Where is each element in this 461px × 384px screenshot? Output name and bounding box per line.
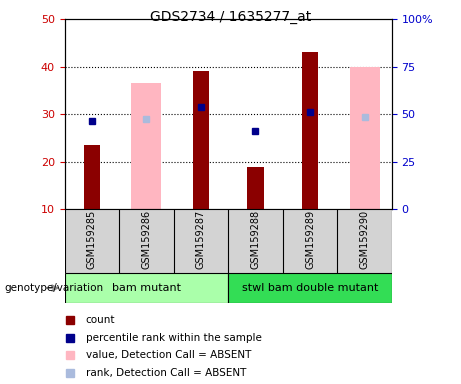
Bar [65, 273, 228, 303]
Text: GSM159287: GSM159287 [196, 210, 206, 269]
Bar [83, 145, 100, 209]
Bar [349, 67, 379, 209]
Text: value, Detection Call = ABSENT: value, Detection Call = ABSENT [86, 350, 251, 360]
Text: GSM159289: GSM159289 [305, 210, 315, 269]
Text: GSM159286: GSM159286 [142, 210, 151, 269]
Bar [302, 53, 318, 209]
Text: GSM159290: GSM159290 [360, 210, 370, 269]
Text: bam mutant: bam mutant [112, 283, 181, 293]
Text: count: count [86, 315, 115, 325]
Text: GDS2734 / 1635277_at: GDS2734 / 1635277_at [150, 10, 311, 23]
Bar [131, 83, 161, 209]
Text: genotype/variation: genotype/variation [5, 283, 104, 293]
Text: rank, Detection Call = ABSENT: rank, Detection Call = ABSENT [86, 368, 246, 378]
Text: GSM159285: GSM159285 [87, 210, 97, 269]
Text: stwl bam double mutant: stwl bam double mutant [242, 283, 378, 293]
Text: GSM159288: GSM159288 [250, 210, 260, 269]
Bar [193, 71, 209, 209]
Text: percentile rank within the sample: percentile rank within the sample [86, 333, 262, 343]
Bar [228, 273, 392, 303]
Bar [247, 167, 264, 209]
